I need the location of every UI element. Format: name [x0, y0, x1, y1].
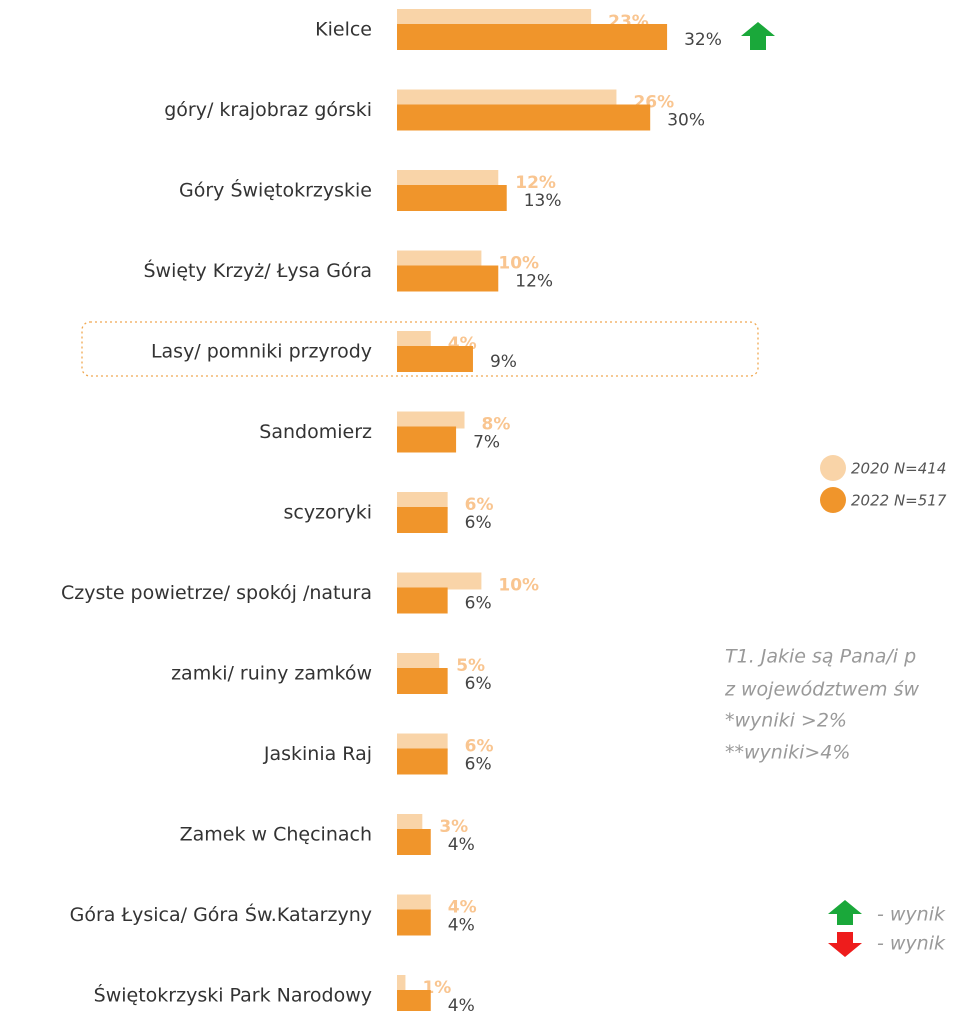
- category-label: Czyste powietrze/ spokój /natura: [61, 582, 372, 604]
- value-label: 6%: [465, 513, 492, 533]
- value-label: 13%: [524, 191, 562, 211]
- legend-label: 2022 N=517: [851, 492, 947, 510]
- bar: [397, 492, 448, 509]
- category-label: Lasy/ pomniki przyrody: [151, 341, 372, 363]
- value-label: 4%: [448, 996, 475, 1011]
- value-label: 6%: [465, 755, 492, 775]
- bar: [397, 104, 651, 131]
- bar: [397, 814, 423, 831]
- category-label: Góry Świętokrzyskie: [179, 178, 372, 202]
- value-label: 9%: [490, 352, 517, 372]
- value-label: 30%: [667, 111, 705, 131]
- up-arrow: [741, 22, 775, 50]
- value-label: 5%: [456, 656, 485, 676]
- bar: [397, 507, 448, 533]
- bar: [397, 24, 668, 50]
- bar: [397, 170, 499, 187]
- legend-swatch: [820, 487, 846, 513]
- highlight-box: [81, 321, 759, 377]
- bar: [397, 990, 431, 1011]
- bar: [397, 587, 448, 614]
- bar: [397, 265, 499, 292]
- note: **wyniki>4%: [725, 742, 850, 764]
- value-label: 7%: [473, 433, 500, 453]
- value-label: 32%: [684, 30, 722, 50]
- bar: [397, 426, 457, 453]
- arrow-legend: - wynik: [877, 933, 946, 955]
- value-label: 6%: [465, 674, 492, 694]
- category-label: scyzoryki: [283, 502, 372, 524]
- bar: [397, 909, 431, 936]
- category-label: Góra Łysica/ Góra Św.Katarzyny: [70, 902, 372, 926]
- value-label: 12%: [515, 272, 553, 292]
- bar: [397, 572, 482, 590]
- bar: [397, 975, 406, 992]
- category-label: zamki/ ruiny zamków: [171, 663, 372, 685]
- bar: [397, 894, 431, 912]
- bar: [397, 748, 448, 775]
- category-label: góry/ krajobraz górski: [164, 99, 372, 121]
- category-label: Zamek w Chęcinach: [180, 824, 372, 846]
- value-label: 8%: [482, 415, 511, 435]
- bar: [397, 668, 448, 694]
- bar: [397, 411, 465, 429]
- category-label: Kielce: [315, 19, 372, 41]
- bar: [397, 250, 482, 268]
- bar: [397, 346, 473, 372]
- legend-swatch: [820, 455, 846, 481]
- value-label: 4%: [448, 898, 477, 918]
- value-label: 4%: [448, 916, 475, 936]
- value-label: 12%: [515, 173, 556, 193]
- bar: [397, 9, 592, 26]
- arrow-legend: - wynik: [877, 904, 946, 926]
- value-label: 4%: [448, 835, 475, 855]
- note: z województwem św: [724, 679, 919, 701]
- legend-label: 2020 N=414: [851, 460, 946, 478]
- value-label: 6%: [465, 594, 492, 614]
- note: *wyniki >2%: [725, 710, 847, 732]
- category-label: Świętokrzyski Park Narodowy: [94, 983, 372, 1007]
- bar: [397, 733, 448, 751]
- bar: [397, 89, 617, 107]
- bar: [397, 829, 431, 855]
- up-arrow: [828, 900, 862, 925]
- value-label: 6%: [465, 495, 494, 515]
- bar: [397, 653, 440, 670]
- value-label: 6%: [465, 737, 494, 757]
- value-label: 3%: [439, 817, 468, 837]
- down-arrow: [828, 932, 862, 957]
- bar: [397, 331, 431, 348]
- value-label: 10%: [498, 576, 539, 596]
- category-label: Jaskinia Raj: [263, 743, 372, 765]
- value-label: 10%: [498, 254, 539, 274]
- category-label: Święty Krzyż/ Łysa Góra: [143, 258, 372, 282]
- category-label: Sandomierz: [259, 421, 372, 443]
- note: T1. Jakie są Pana/i p: [725, 646, 916, 668]
- bar: [397, 185, 507, 211]
